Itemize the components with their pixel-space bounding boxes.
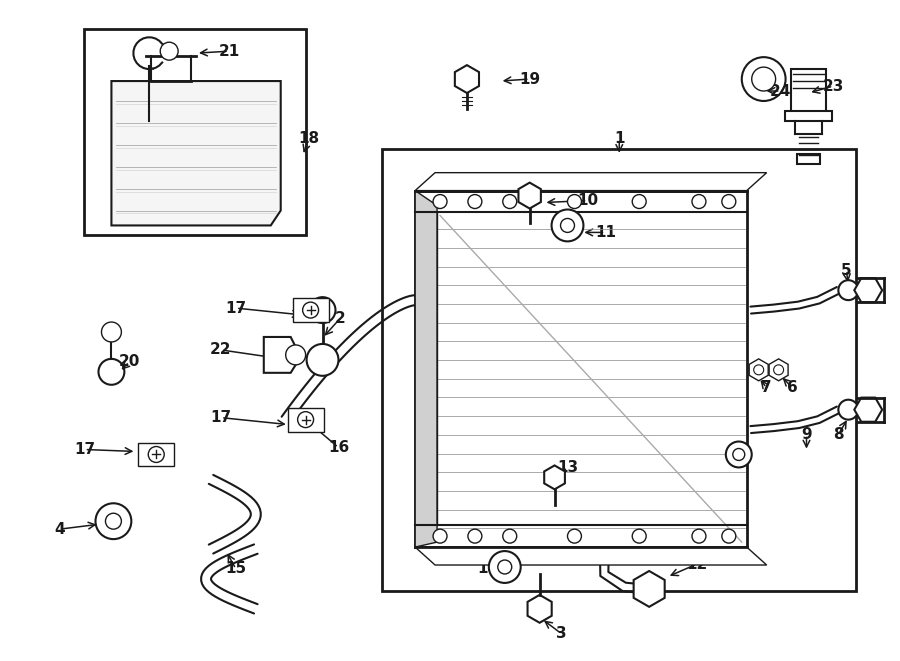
Circle shape (632, 194, 646, 208)
Polygon shape (634, 571, 665, 607)
Text: 15: 15 (225, 561, 247, 576)
Circle shape (503, 529, 517, 543)
Text: 12: 12 (687, 557, 707, 572)
Text: 8: 8 (833, 427, 843, 442)
Circle shape (498, 560, 512, 574)
Text: 5: 5 (841, 263, 851, 278)
Polygon shape (527, 595, 552, 623)
Circle shape (552, 210, 583, 241)
Circle shape (722, 194, 736, 208)
Bar (292, 298, 328, 322)
Text: 11: 11 (595, 225, 616, 240)
Circle shape (148, 447, 164, 463)
Text: 22: 22 (211, 342, 231, 358)
Polygon shape (749, 359, 769, 381)
Text: 4: 4 (54, 522, 65, 537)
Text: 14: 14 (477, 561, 499, 576)
Text: 17: 17 (74, 442, 95, 457)
Circle shape (632, 529, 646, 543)
Circle shape (433, 529, 447, 543)
Circle shape (105, 513, 122, 529)
Text: 17: 17 (225, 301, 247, 315)
Bar (84, 29, 306, 235)
Circle shape (839, 280, 859, 300)
Circle shape (433, 194, 447, 208)
Circle shape (753, 365, 764, 375)
Circle shape (725, 442, 752, 467)
Circle shape (102, 322, 122, 342)
Text: 6: 6 (788, 380, 798, 395)
Text: 24: 24 (770, 83, 791, 98)
Polygon shape (544, 465, 565, 489)
Circle shape (568, 194, 581, 208)
Circle shape (160, 42, 178, 60)
Polygon shape (415, 173, 767, 190)
Circle shape (692, 194, 706, 208)
Text: 9: 9 (801, 427, 812, 442)
Circle shape (298, 412, 313, 428)
Text: 1: 1 (614, 132, 625, 146)
Text: 7: 7 (761, 380, 772, 395)
Bar (790, 69, 826, 114)
Text: 3: 3 (556, 626, 567, 641)
Circle shape (285, 345, 306, 365)
Circle shape (561, 219, 574, 233)
Circle shape (95, 503, 131, 539)
Bar (382, 149, 856, 591)
Circle shape (568, 529, 581, 543)
Bar (785, 111, 832, 121)
Text: 10: 10 (577, 193, 598, 208)
Text: 17: 17 (211, 410, 231, 425)
Circle shape (503, 194, 517, 208)
Polygon shape (264, 337, 301, 373)
Polygon shape (112, 81, 281, 225)
Bar (796, 154, 821, 164)
Text: 20: 20 (119, 354, 140, 369)
Text: 18: 18 (298, 132, 320, 146)
Circle shape (692, 529, 706, 543)
Polygon shape (415, 190, 437, 547)
Circle shape (489, 551, 521, 583)
Circle shape (302, 302, 319, 318)
Polygon shape (854, 398, 882, 422)
Circle shape (310, 297, 336, 323)
Circle shape (98, 359, 124, 385)
Polygon shape (415, 547, 767, 565)
Bar (139, 442, 175, 467)
Text: 19: 19 (519, 71, 540, 87)
Text: 13: 13 (557, 460, 578, 475)
Circle shape (733, 449, 745, 461)
Text: 2: 2 (335, 311, 346, 326)
Polygon shape (854, 278, 882, 302)
Text: 21: 21 (219, 44, 239, 59)
Circle shape (307, 344, 338, 376)
Polygon shape (518, 182, 541, 208)
Circle shape (839, 400, 859, 420)
Bar (415, 190, 747, 547)
Circle shape (774, 365, 784, 375)
Circle shape (742, 57, 786, 101)
Polygon shape (770, 359, 788, 381)
Circle shape (722, 529, 736, 543)
Bar (288, 408, 323, 432)
Circle shape (752, 67, 776, 91)
Text: 16: 16 (328, 440, 349, 455)
Circle shape (468, 194, 482, 208)
Text: 23: 23 (823, 79, 844, 94)
Polygon shape (454, 65, 479, 93)
Circle shape (468, 529, 482, 543)
